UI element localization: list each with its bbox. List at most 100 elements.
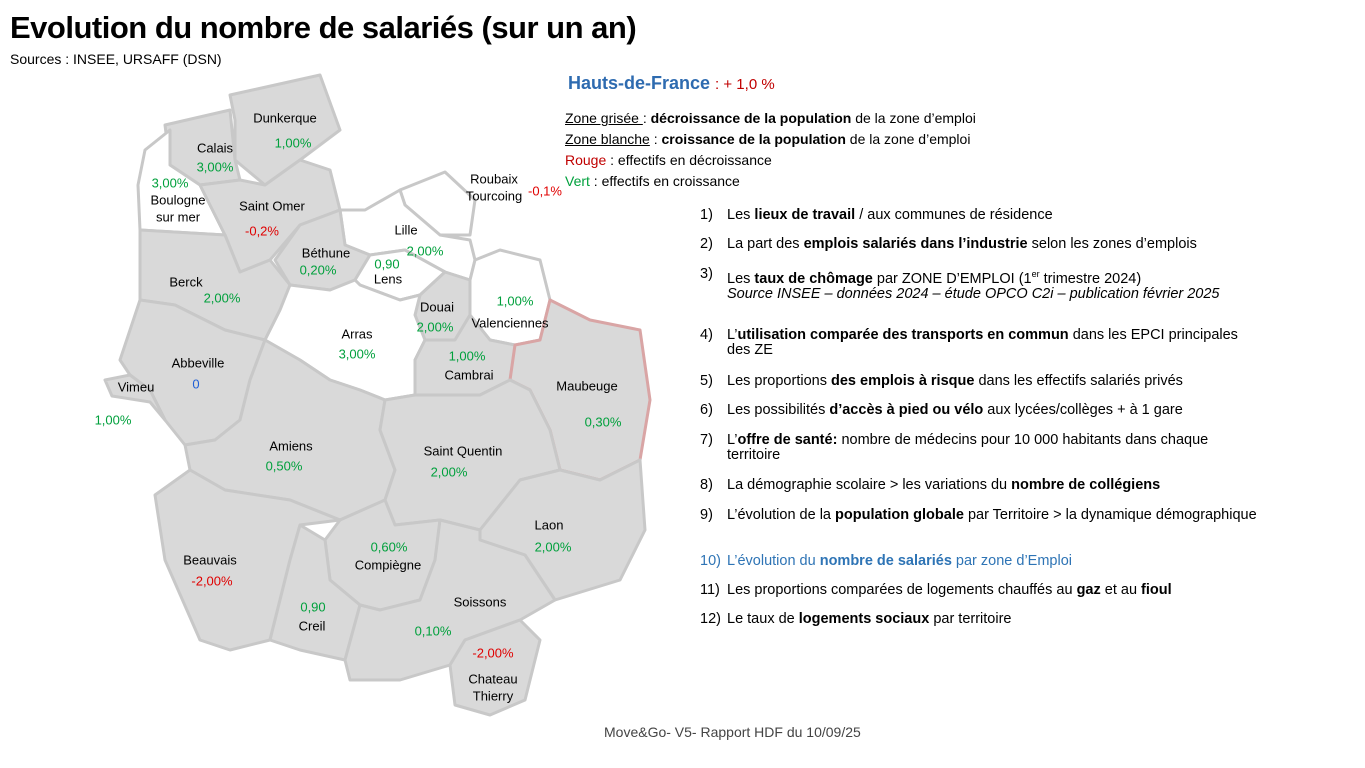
text-segment: dans les EPCI principales des ZE [727, 327, 1238, 358]
item-line: L’évolution du nombre de salariés par zo… [727, 554, 1260, 569]
text-segment: décroissance de la population [650, 110, 852, 126]
zone-name: sur mer [156, 209, 201, 224]
item-number: 3) [700, 266, 713, 282]
text-segment: nombre de salariés [819, 553, 952, 569]
zone-name: Lille [394, 222, 417, 237]
text-segment: Vert [565, 173, 590, 189]
text-segment: nombre de collégiens [1011, 477, 1161, 493]
zone-name: Arras [341, 326, 373, 341]
item-body: Les lieux de travail / aux communes de r… [727, 208, 1260, 223]
list-item: 12) Le taux de logements sociaux par terr… [700, 612, 1260, 627]
item-body: La part des emplois salariés dans l’indu… [727, 237, 1260, 252]
text-segment: offre de santé: [737, 432, 838, 448]
zone-value: -0,1% [528, 183, 562, 198]
source: Sources : INSEE, URSAFF (DSN) [10, 51, 222, 67]
zone-name: Boulogne [151, 192, 206, 207]
item-body: Les proportions des emplois à risque dan… [727, 374, 1260, 389]
zone-name: Lens [374, 271, 403, 286]
title: Evolution du nombre de salariés (sur un … [10, 10, 637, 45]
text-segment: trimestre 2024) [1039, 270, 1142, 287]
zone-name: Douai [420, 299, 454, 314]
list-item: 4) L’utilisation comparée des transports … [700, 328, 1260, 358]
text-segment: taux de chômage [754, 270, 873, 287]
text-segment: Les possibilités [727, 402, 830, 418]
text-segment: de la zone d’emploi [851, 110, 976, 126]
item-number: 8) [700, 477, 713, 493]
text-segment: aux lycées/collèges + à 1 gare [983, 402, 1183, 418]
text-segment: selon les zones d’emplois [1027, 236, 1197, 252]
text-segment: : effectifs en croissance [589, 173, 740, 189]
item-number: 12) [700, 611, 721, 627]
text-segment: L’ [727, 432, 738, 448]
item-body: L’utilisation comparée des transports en… [727, 328, 1260, 358]
text-segment: La démographie scolaire > les variations… [727, 477, 1012, 493]
text-segment: : [642, 110, 651, 126]
zone-value: 3,00% [152, 175, 189, 190]
item-line: L’offre de santé: nombre de médecins pou… [727, 433, 1260, 463]
zone-name: Compiègne [355, 557, 422, 572]
text-segment: L’évolution de la [727, 507, 836, 523]
zone-value: 3,00% [339, 346, 376, 361]
text-segment: dans les effectifs salariés privés [974, 373, 1183, 389]
list-item: 5) Les proportions des emplois à risque d… [700, 374, 1260, 389]
legend-line: Rouge : effectifs en décroissance [565, 150, 976, 171]
zone-value: 1,00% [95, 412, 132, 427]
text-segment: de la zone d’emploi [845, 131, 971, 147]
zone-value: -2,00% [472, 645, 514, 660]
zone-name: Creil [299, 618, 326, 633]
text-segment: Rouge [565, 152, 607, 168]
zone-shape [103, 373, 167, 422]
list-item: 8) La démographie scolaire > les variatio… [700, 478, 1260, 493]
text-segment: lieux de travail [754, 207, 856, 223]
zone-value: 0,30% [585, 414, 622, 429]
zone-name: Berck [169, 274, 203, 289]
text-segment: Les proportions [727, 373, 831, 389]
region-name: Hauts-de-France [568, 73, 711, 93]
text-segment: fioul [1141, 582, 1172, 598]
text-segment: : [649, 131, 662, 147]
zones [103, 73, 652, 717]
zone-name: Laon [535, 517, 564, 532]
list-item: 11) Les proportions comparées de logement… [700, 583, 1260, 598]
list-item: 10) L’évolution du nombre de salariés par… [700, 554, 1260, 569]
item-line: Les lieux de travail / aux communes de r… [727, 208, 1260, 223]
text-segment: emplois salariés dans l’industrie [803, 236, 1028, 252]
list-item: 7) L’offre de santé: nombre de médecins p… [700, 433, 1260, 463]
text-segment: Les [727, 207, 755, 223]
item-body: Les taux de chômage par ZONE D’EMPLOI (1… [727, 267, 1260, 302]
text-segment: La part des [727, 236, 804, 252]
zone-value: 0,10% [415, 623, 452, 638]
item-number: 11) [700, 582, 720, 598]
text-segment: par ZONE D’EMPLOI (1 [872, 270, 1032, 287]
zone-value: 2,00% [417, 319, 454, 334]
zone-value: 0,90 [374, 256, 399, 271]
zone-name: Amiens [269, 438, 313, 453]
item-body: Les possibilités d’accès à pied ou vélo … [727, 403, 1260, 418]
text-segment: Les proportions comparées de logements c… [727, 582, 1077, 598]
zone-value: 1,00% [497, 293, 534, 308]
list-item: 9) L’évolution de la population globale p… [700, 508, 1260, 523]
text-segment: Les [727, 270, 755, 287]
item-number: 1) [700, 207, 713, 223]
item-number: 9) [700, 507, 713, 523]
list-item: 6) Les possibilités d’accès à pied ou vél… [700, 403, 1260, 418]
zone-value: -0,2% [245, 223, 279, 238]
zone-name: Saint Quentin [424, 443, 503, 458]
legend-line: Vert : effectifs en croissance [565, 171, 976, 192]
zone-value: 0,20% [300, 262, 337, 277]
text-segment: gaz [1076, 582, 1101, 598]
item-body: Le taux de logements sociaux par territo… [727, 612, 1260, 627]
zone-name: Calais [197, 140, 234, 155]
zone-name: Beauvais [183, 552, 237, 567]
map: Dunkerque 1,00% Calais 3,00% Boulogne sur mer… [95, 73, 652, 717]
item-line: Les possibilités d’accès à pied ou vélo … [727, 403, 1260, 418]
text-segment: des emplois à risque [830, 373, 975, 389]
item-body: L’évolution de la population globale par… [727, 508, 1260, 523]
legend: Zone grisée : décroissance de la populat… [565, 108, 976, 192]
zone-name: Roubaix [470, 171, 518, 186]
zone-value: 0,90 [300, 599, 325, 614]
text-segment: par territoire [929, 611, 1012, 627]
legend-line: Zone grisée : décroissance de la populat… [565, 108, 976, 129]
item-body: L’évolution du nombre de salariés par zo… [727, 554, 1260, 569]
